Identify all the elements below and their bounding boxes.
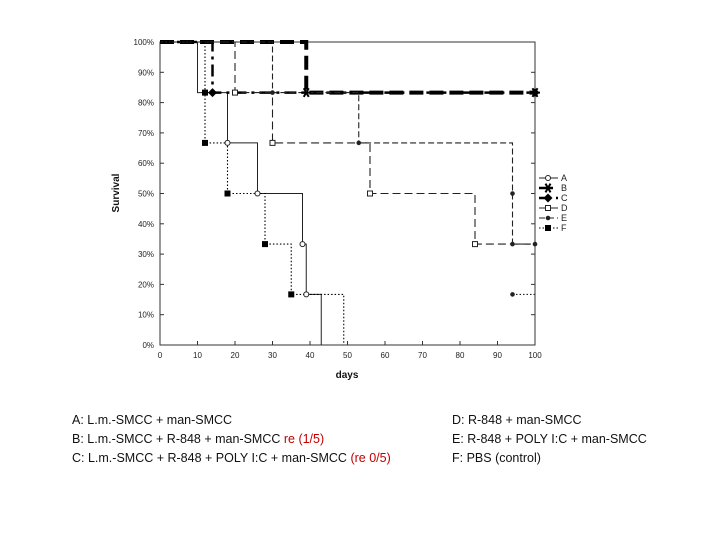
legend-marker-b <box>543 183 553 193</box>
x-axis-label: days <box>336 370 359 381</box>
x-tick-label: 70 <box>418 351 427 360</box>
legend-label-d: D <box>561 203 568 213</box>
marker-c <box>530 88 540 98</box>
caption-right: D: R-848 + man-SMCC E: R-848 + POLY I:C … <box>452 411 647 468</box>
x-tick-label: 0 <box>158 351 163 360</box>
y-tick-label: 80% <box>138 99 154 108</box>
x-tick-label: 100 <box>528 351 542 360</box>
marker-f <box>262 241 268 248</box>
series-line-f <box>160 41 345 345</box>
marker-d <box>232 89 238 96</box>
y-tick-label: 100% <box>134 38 154 47</box>
marker-e <box>532 241 538 247</box>
x-tick-label: 80 <box>456 351 465 360</box>
series-line-b <box>160 40 535 95</box>
x-tick-label: 90 <box>493 351 502 360</box>
marker-e <box>270 90 275 95</box>
series-lines <box>160 40 535 345</box>
x-tick-label: 10 <box>193 351 202 360</box>
y-axis-label: Survival <box>111 173 122 212</box>
marker-e-tail <box>510 292 515 297</box>
y-tick-label: 40% <box>138 220 154 229</box>
caption-note-b: re (1/5) <box>283 432 325 446</box>
y-tick-label: 70% <box>138 129 154 138</box>
marker-f <box>224 190 231 197</box>
plot-area <box>159 41 536 346</box>
caption-note-c: (re 0/5) <box>350 451 391 465</box>
series-line-d <box>160 41 535 245</box>
caption-line-a: A: L.m.-SMCC + man-SMCC <box>72 413 233 427</box>
x-tick-label: 30 <box>268 351 277 360</box>
y-tick-label: 10% <box>138 311 154 320</box>
marker-e <box>510 241 515 247</box>
y-tick-label: 50% <box>138 190 154 199</box>
caption-left: A: L.m.-SMCC + man-SMCC B: L.m.-SMCC + R… <box>72 411 391 468</box>
legend-label-e: E <box>561 213 567 223</box>
axis-ticks: 0 10 20 30 40 50 60 70 80 90 100 0% 10% 20% 30% 40% 50% 6… <box>134 38 543 360</box>
x-tick-label: 60 <box>381 351 390 360</box>
caption-line-d: D: R-848 + man-SMCC <box>452 413 582 427</box>
legend-marker-a <box>545 175 551 181</box>
caption-line-f: F: PBS (control) <box>452 451 541 465</box>
x-tick-label: 50 <box>343 351 352 360</box>
legend-marker-e <box>545 215 551 221</box>
caption-line-c: C: L.m.-SMCC + R-848 + POLY I:C + man-SM… <box>72 451 391 465</box>
legend-marker-c <box>543 193 553 203</box>
marker-a <box>299 241 306 248</box>
marker-c <box>208 88 217 98</box>
marker-f <box>202 139 208 146</box>
marker-a <box>254 190 261 197</box>
caption-line-e: E: R-848 + POLY I:C + man-SMCC <box>452 432 647 446</box>
y-tick-label: 30% <box>138 250 154 259</box>
series-line-c <box>160 40 535 94</box>
y-tick-label: 0% <box>142 341 154 350</box>
legend-label-a: A <box>561 173 567 183</box>
x-tick-label: 20 <box>231 351 240 360</box>
legend-marker-f <box>545 225 551 231</box>
legend-label-f: F <box>561 223 567 233</box>
y-tick-label: 20% <box>138 280 154 289</box>
survival-chart: 0 10 20 30 40 50 60 70 80 90 100 0% 10% 20% 30% 40% 50% 6… <box>111 38 568 381</box>
y-tick-label: 90% <box>138 68 154 77</box>
legend-marker-d <box>545 205 551 211</box>
marker-d <box>367 190 373 197</box>
x-tick-label: 40 <box>306 351 315 360</box>
marker-a <box>303 291 310 298</box>
marker-e <box>356 140 362 146</box>
legend-label-b: B <box>561 183 567 193</box>
y-tick-label: 60% <box>138 159 154 168</box>
marker-f <box>202 89 208 96</box>
series-markers <box>202 87 540 298</box>
legend-label-c: C <box>561 193 568 203</box>
marker-d <box>269 139 276 146</box>
plot-frame <box>159 41 536 346</box>
caption-line-b: B: L.m.-SMCC + R-848 + man-SMCC re (1/5) <box>72 432 325 446</box>
marker-b <box>301 87 312 98</box>
marker-d <box>472 241 478 248</box>
marker-f <box>288 291 295 298</box>
marker-e <box>510 191 515 196</box>
marker-a <box>224 139 231 146</box>
